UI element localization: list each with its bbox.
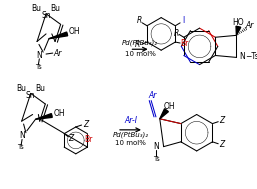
Text: 10 mol%: 10 mol% (125, 51, 155, 57)
Polygon shape (49, 32, 68, 39)
Text: Sn: Sn (26, 91, 35, 100)
Text: Z: Z (83, 120, 88, 129)
Text: Bu: Bu (16, 84, 26, 93)
Text: Br: Br (180, 40, 188, 48)
Text: Ts: Ts (17, 144, 24, 150)
Text: OH: OH (163, 102, 175, 111)
Text: Pd(PtBu₃)₂: Pd(PtBu₃)₂ (122, 39, 158, 46)
Text: Ar: Ar (148, 91, 156, 100)
Text: Ar: Ar (53, 49, 62, 58)
Polygon shape (236, 26, 241, 35)
Text: OH: OH (54, 109, 65, 118)
Text: Ar-I: Ar-I (124, 116, 137, 125)
Text: R: R (137, 16, 142, 26)
Text: 10 mol%: 10 mol% (115, 140, 146, 146)
Text: Sn: Sn (41, 11, 51, 20)
Text: Br: Br (84, 135, 93, 144)
Text: HO: HO (233, 18, 244, 27)
Text: N: N (239, 52, 245, 61)
Text: N: N (19, 131, 25, 140)
Text: −Ts: −Ts (245, 52, 257, 61)
Text: Z: Z (219, 116, 225, 125)
Text: Ts: Ts (35, 64, 42, 70)
Text: OH: OH (69, 27, 81, 36)
Text: Z: Z (219, 140, 225, 149)
Text: Ts: Ts (153, 156, 159, 162)
Text: N: N (153, 142, 159, 151)
Text: I: I (182, 16, 184, 26)
Polygon shape (160, 109, 168, 119)
Text: Pd(PtBu₃)₂: Pd(PtBu₃)₂ (113, 131, 149, 138)
Text: Ar: Ar (246, 21, 254, 30)
Text: Bu: Bu (31, 5, 41, 13)
Text: Z: Z (68, 134, 74, 143)
Text: Bu: Bu (51, 5, 61, 13)
Polygon shape (35, 114, 52, 119)
Text: R: R (135, 40, 140, 50)
Text: N: N (36, 50, 42, 60)
Text: Bu: Bu (35, 84, 45, 93)
Text: R: R (173, 29, 179, 38)
